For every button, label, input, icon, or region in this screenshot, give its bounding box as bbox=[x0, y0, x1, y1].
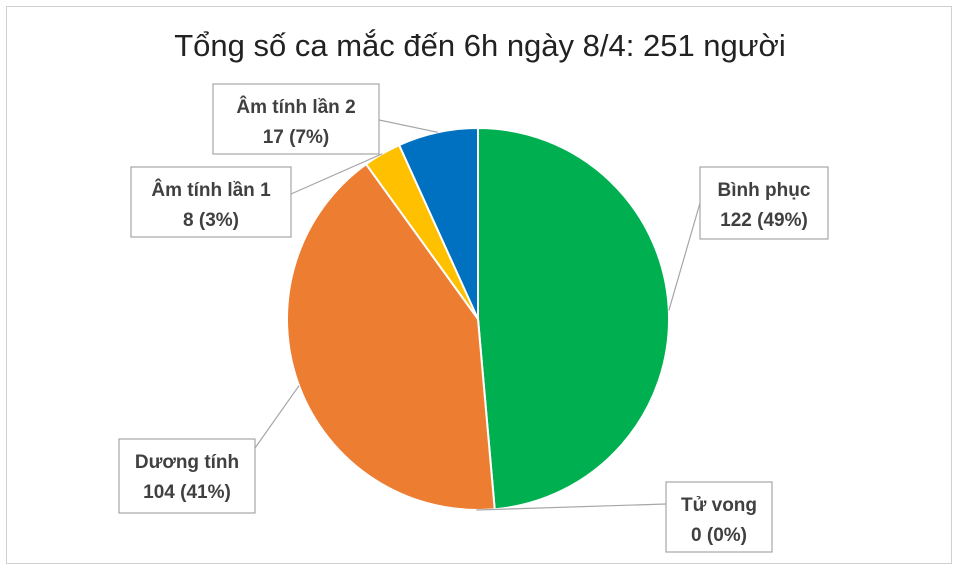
leader-line-duong-tinh bbox=[254, 385, 300, 449]
leader-line-am-tinh-lan-1 bbox=[290, 153, 383, 195]
leader-line-tu-vong bbox=[476, 503, 667, 511]
pie-slice-binh-phuc bbox=[477, 126, 671, 511]
slice-value-binh-phuc: 122 (49%) bbox=[720, 210, 808, 231]
slice-label-duong-tinh: Dương tính bbox=[135, 452, 239, 473]
slice-label-am-tinh-lan-2: Âm tính lần 2 bbox=[236, 96, 355, 118]
label-box-am-tinh-lan-1 bbox=[130, 166, 292, 238]
label-box-tu-vong bbox=[665, 481, 773, 553]
slice-label-binh-phuc: Bình phục bbox=[718, 180, 811, 201]
slice-label-am-tinh-lan-1: Âm tính lần 1 bbox=[151, 179, 271, 201]
label-box-duong-tinh bbox=[118, 438, 256, 514]
chart-title: Tổng số ca mắc đến 6h ngày 8/4: 251 ngườ… bbox=[174, 28, 786, 63]
slice-value-duong-tinh: 104 (41%) bbox=[143, 482, 231, 503]
leader-line-binh-phuc bbox=[668, 202, 701, 311]
label-box-am-tinh-lan-2 bbox=[212, 83, 380, 155]
slice-value-tu-vong: 0 (0%) bbox=[691, 525, 747, 546]
slice-value-am-tinh-lan-1: 8 (3%) bbox=[183, 210, 239, 231]
label-box-binh-phuc bbox=[699, 166, 829, 240]
leader-line-am-tinh-lan-2 bbox=[378, 119, 438, 133]
pie-slice-duong-tinh bbox=[286, 162, 496, 511]
slice-value-am-tinh-lan-2: 17 (7%) bbox=[263, 127, 330, 148]
slice-label-tu-vong: Tử vong bbox=[681, 495, 757, 516]
